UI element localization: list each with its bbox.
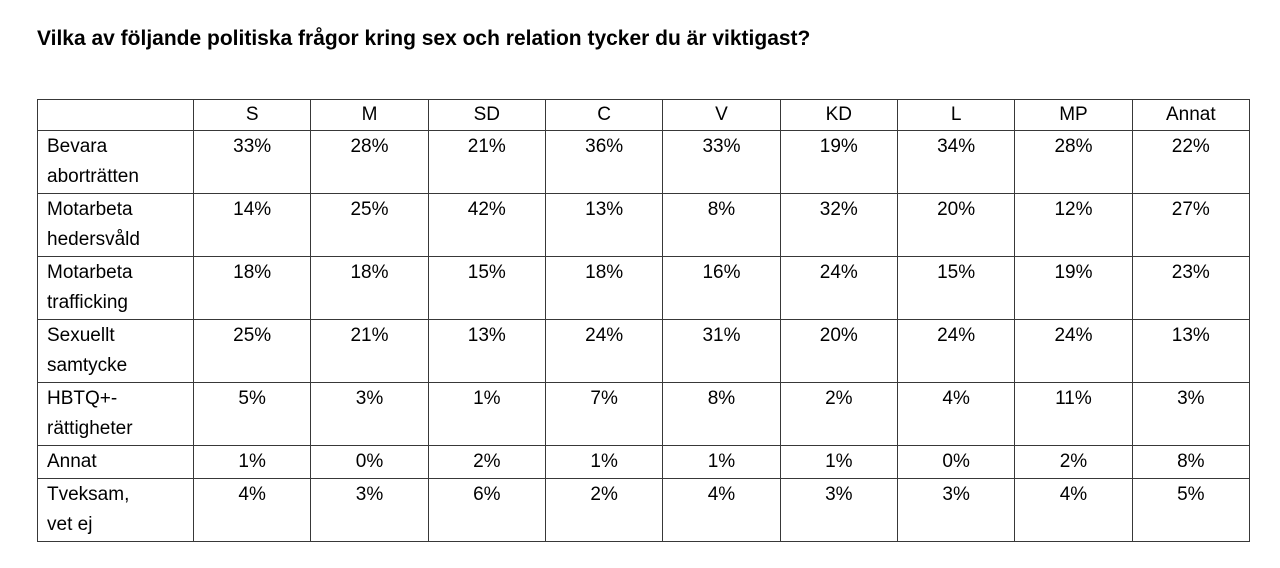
data-cell: 22% [1131,130,1251,194]
data-cell: 24% [544,319,664,383]
data-cell: 3% [310,382,429,446]
data-cell: 13% [1131,319,1251,383]
data-cell: 31% [662,319,781,383]
data-cell: 21% [310,319,429,383]
data-cell: 21% [427,130,546,194]
data-cell: 23% [1131,256,1251,320]
data-cell: 1% [427,382,546,446]
data-cell: 1% [544,445,664,479]
data-cell: 2% [1014,445,1133,479]
header-row: S M SD C V KD L MP Annat [37,99,1251,131]
data-cell: 1% [779,445,898,479]
data-cell: 3% [896,478,1016,542]
column-header-mp: MP [1014,99,1133,131]
data-cell: 11% [1014,382,1133,446]
data-cell: 27% [1131,193,1251,257]
data-cell: 1% [662,445,781,479]
data-cell: 33% [192,130,312,194]
page-title: Vilka av följande politiska frågor kring… [37,27,811,50]
data-cell: 3% [310,478,429,542]
table-header: S M SD C V KD L MP Annat [37,99,1251,131]
data-cell: 20% [779,319,898,383]
column-header-s: S [192,99,312,131]
data-cell: 0% [896,445,1016,479]
data-cell: 13% [544,193,664,257]
data-cell: 6% [427,478,546,542]
data-cell: 36% [544,130,664,194]
survey-results-table: S M SD C V KD L MP Annat Bevara aborträtten 33% 28… [37,99,1251,542]
table-row: Motarbeta trafficking 18% 18% 15% 18% 16% 24% 1… [37,256,1251,320]
data-cell: 8% [662,382,781,446]
data-cell: 18% [544,256,664,320]
data-cell: 15% [896,256,1016,320]
data-cell: 19% [1014,256,1133,320]
column-header-m: M [310,99,429,131]
data-cell: 8% [662,193,781,257]
table-row: Tveksam, vet ej 4% 3% 6% 2% 4% 3% 3% 4% 5% [37,478,1251,542]
data-cell: 2% [544,478,664,542]
row-label: Tveksam, vet ej [37,478,194,542]
data-cell: 15% [427,256,546,320]
corner-header-cell [37,99,194,131]
column-header-annat: Annat [1131,99,1251,131]
data-cell: 42% [427,193,546,257]
data-cell: 2% [427,445,546,479]
row-label: Bevara aborträtten [37,130,194,194]
data-cell: 4% [192,478,312,542]
column-header-c: C [544,99,664,131]
data-cell: 7% [544,382,664,446]
data-cell: 20% [896,193,1016,257]
data-cell: 33% [662,130,781,194]
data-cell: 3% [1131,382,1251,446]
data-cell: 13% [427,319,546,383]
row-label: Motarbeta trafficking [37,256,194,320]
data-cell: 5% [192,382,312,446]
data-cell: 18% [192,256,312,320]
data-cell: 5% [1131,478,1251,542]
data-cell: 16% [662,256,781,320]
table-row: Motarbeta hedersvåld 14% 25% 42% 13% 8% 32% 20%… [37,193,1251,257]
data-cell: 18% [310,256,429,320]
row-label: Annat [37,445,194,479]
data-cell: 19% [779,130,898,194]
table-row: Sexuellt samtycke 25% 21% 13% 24% 31% 20% 24% 24… [37,319,1251,383]
table-body: Bevara aborträtten 33% 28% 21% 36% 33% 19% 34% 2… [37,130,1251,542]
data-cell: 4% [662,478,781,542]
data-cell: 24% [779,256,898,320]
data-cell: 0% [310,445,429,479]
data-cell: 14% [192,193,312,257]
row-label: Sexuellt samtycke [37,319,194,383]
column-header-kd: KD [779,99,898,131]
data-cell: 32% [779,193,898,257]
data-cell: 34% [896,130,1016,194]
column-header-v: V [662,99,781,131]
data-cell: 4% [1014,478,1133,542]
data-cell: 2% [779,382,898,446]
row-label: Motarbeta hedersvåld [37,193,194,257]
column-header-l: L [896,99,1016,131]
data-cell: 28% [1014,130,1133,194]
data-cell: 12% [1014,193,1133,257]
data-cell: 25% [192,319,312,383]
column-header-sd: SD [427,99,546,131]
data-cell: 8% [1131,445,1251,479]
document-page: Vilka av följande politiska frågor kring… [37,27,1251,542]
data-cell: 24% [1014,319,1133,383]
table-row: Annat 1% 0% 2% 1% 1% 1% 0% 2% 8% [37,445,1251,479]
data-cell: 3% [779,478,898,542]
data-cell: 28% [310,130,429,194]
table-row: HBTQ+- rättigheter 5% 3% 1% 7% 8% 2% 4% 11% 3% [37,382,1251,446]
data-cell: 4% [896,382,1016,446]
data-cell: 24% [896,319,1016,383]
data-cell: 1% [192,445,312,479]
table-row: Bevara aborträtten 33% 28% 21% 36% 33% 19% 34% 2… [37,130,1251,194]
data-cell: 25% [310,193,429,257]
row-label: HBTQ+- rättigheter [37,382,194,446]
